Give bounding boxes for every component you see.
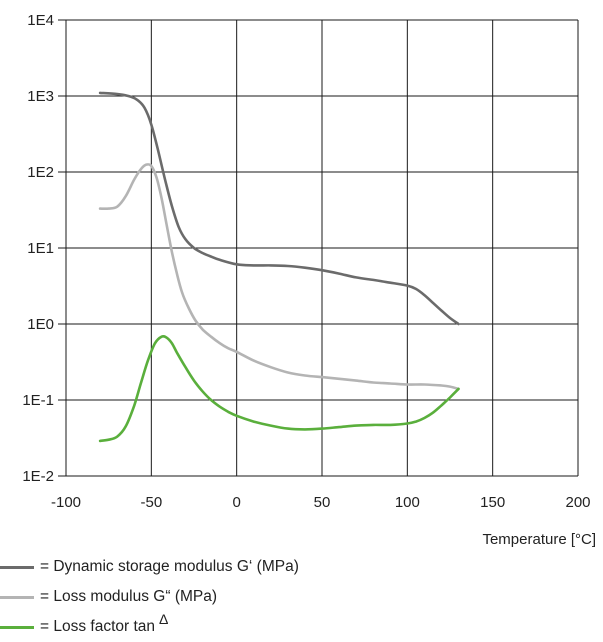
y-tick-label: 1E-1: [22, 392, 54, 409]
legend-label-loss-modulus: = Loss modulus G“ (MPa): [40, 588, 218, 605]
series-line-loss-modulus: [98, 163, 460, 391]
series-layer: [98, 91, 460, 443]
x-tick-label: 150: [480, 494, 505, 511]
delta-symbol: Δ: [159, 611, 169, 627]
chart: -100 -50 0 50 100 150 200 1E4 1E3 1E2 1E1 1E0 1E-1 1E…: [22, 12, 596, 548]
series-line-loss-factor: [98, 334, 460, 443]
legend: = Dynamic storage modulus G‘ (MPa) = Los…: [0, 552, 600, 642]
legend-swatch-loss-factor: [0, 625, 34, 629]
x-axis-title: Temperature [°C]: [482, 531, 596, 548]
legend-swatch-storage-modulus: [0, 565, 34, 569]
x-tick-label: 200: [565, 494, 590, 511]
x-tick-label: 50: [314, 494, 331, 511]
series-line-storage-modulus: [98, 91, 460, 326]
legend-swatch-loss-modulus: [0, 595, 34, 599]
grid: [58, 19, 579, 477]
legend-item-loss-factor: = Loss factor tan Δ: [0, 611, 600, 642]
legend-label-loss-factor: = Loss factor tan Δ: [40, 611, 168, 636]
tick-labels: -100 -50 0 50 100 150 200 1E4 1E3 1E2 1E1 1E0 1E-1 1E…: [22, 12, 590, 511]
y-tick-label: 1E1: [27, 240, 54, 257]
legend-item-loss-modulus: = Loss modulus G“ (MPa): [0, 582, 600, 612]
y-tick-label: 1E3: [27, 88, 54, 105]
legend-label-storage-modulus: = Dynamic storage modulus G‘ (MPa): [40, 558, 299, 575]
x-tick-label: -50: [140, 494, 162, 511]
legend-label-loss-factor-text: = Loss factor tan: [40, 618, 156, 635]
x-tick-label: -100: [51, 494, 81, 511]
y-tick-label: 1E4: [27, 12, 54, 29]
x-tick-label: 100: [395, 494, 420, 511]
y-tick-label: 1E2: [27, 164, 54, 181]
y-tick-label: 1E-2: [22, 468, 54, 485]
y-tick-label: 1E0: [27, 316, 54, 333]
legend-item-storage-modulus: = Dynamic storage modulus G‘ (MPa): [0, 552, 600, 582]
x-tick-label: 0: [232, 494, 240, 511]
